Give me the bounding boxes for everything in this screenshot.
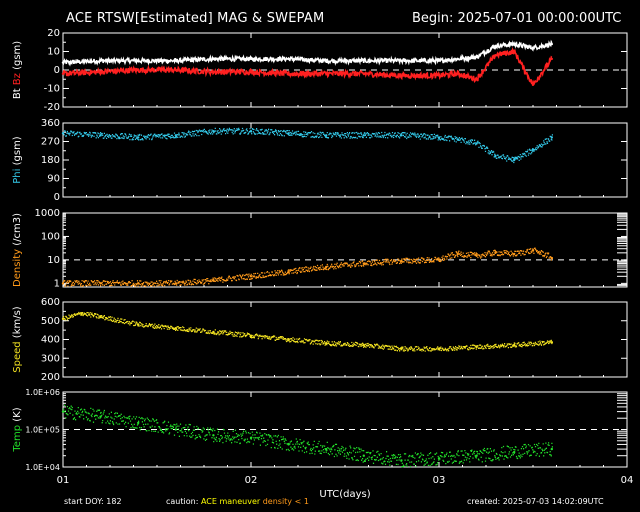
series-density bbox=[61, 247, 553, 287]
series-trace bbox=[62, 39, 553, 67]
y-axis-label-unit: (/cm3) bbox=[12, 213, 23, 246]
caution-density: density < 1 bbox=[262, 497, 309, 506]
data-point bbox=[61, 282, 65, 285]
y-axis-label-unit: (gsm) bbox=[12, 136, 23, 165]
y-axis-label-part: Bz bbox=[12, 73, 23, 88]
caution-label: caution: bbox=[166, 497, 199, 506]
series-bt bbox=[61, 39, 553, 67]
series-layer bbox=[61, 39, 553, 468]
y-tick-label: 400 bbox=[41, 335, 60, 346]
y-tick-label: 10 bbox=[47, 255, 60, 266]
series-trace bbox=[63, 247, 553, 287]
panel-frame bbox=[62, 212, 628, 288]
data-point bbox=[99, 415, 102, 418]
y-tick-label: 0 bbox=[54, 192, 60, 203]
y-tick-label: 180 bbox=[41, 155, 60, 166]
y-tick-label: 0 bbox=[54, 65, 60, 76]
y-axis-label-part: Bt bbox=[12, 88, 23, 99]
data-point bbox=[475, 454, 478, 457]
plot-title: ACE RTSW[Estimated] MAG & SWEPAM bbox=[66, 11, 325, 26]
y-axis-label-name: Temp bbox=[12, 422, 23, 453]
x-tick-label: 03 bbox=[433, 475, 446, 486]
begin-time: Begin: 2025-07-01 00:00:00UTC bbox=[412, 11, 622, 26]
y-tick-label: -10 bbox=[44, 84, 60, 95]
series-trace bbox=[62, 46, 553, 86]
y-axis-label-name: Speed bbox=[12, 338, 23, 373]
panel-frame bbox=[62, 391, 628, 468]
caution-note: caution: ACE maneuver density < 1 bbox=[166, 497, 309, 506]
x-axis-label: UTC(days) bbox=[319, 489, 370, 500]
x-tick-label: 04 bbox=[621, 475, 634, 486]
panel-frame bbox=[62, 301, 628, 378]
data-point bbox=[456, 252, 459, 256]
y-tick-label: 1 bbox=[54, 278, 60, 289]
y-tick-label: 1.0E+04 bbox=[25, 463, 60, 472]
series-trace bbox=[63, 311, 553, 352]
panel-density: 1000 100 10 1 Density (/cm3) bbox=[12, 208, 628, 289]
y-axis-label-unit: (K) bbox=[12, 407, 23, 421]
panel-bt-bz: 20 10 0 -10 -20 Bt Bz (gsm) bbox=[12, 28, 628, 113]
y-tick-label: 1.0E+06 bbox=[25, 388, 60, 397]
y-tick-label: -20 bbox=[44, 102, 60, 113]
start-doy: start DOY: 182 bbox=[64, 497, 122, 506]
y-axis-label: Temp (K) bbox=[12, 407, 23, 452]
data-point bbox=[212, 434, 215, 437]
series-trace bbox=[63, 127, 553, 164]
y-axis-label-name: Phi bbox=[12, 165, 23, 183]
y-tick-label: 10 bbox=[47, 47, 60, 58]
y-axis-label: Phi (gsm) bbox=[12, 136, 23, 184]
series-speed bbox=[61, 311, 553, 352]
panel-temp: 1.0E+06 1.0E+05 1.0E+04 Temp (K) 01 02 03 04 UTC… bbox=[12, 388, 633, 500]
series-trace bbox=[63, 404, 553, 468]
y-tick-label: 1000 bbox=[35, 208, 60, 219]
panel-phi: 360 270 180 90 0 Phi (gsm) bbox=[12, 118, 628, 203]
y-tick-label: 20 bbox=[47, 28, 60, 39]
created-time: created: 2025-07-03 14:02:09UTC bbox=[467, 497, 604, 506]
y-axis-label: Density (/cm3) bbox=[12, 213, 23, 287]
y-tick-label: 500 bbox=[41, 316, 60, 327]
panel-speed: 600 500 400 300 200 Speed (km/s) bbox=[12, 297, 628, 383]
y-tick-label: 100 bbox=[41, 231, 60, 242]
data-point bbox=[137, 136, 140, 139]
y-tick-label: 90 bbox=[47, 174, 60, 185]
y-axis-label: Bt Bz (gsm) bbox=[12, 41, 23, 99]
y-axis-label: Speed (km/s) bbox=[12, 306, 23, 373]
y-tick-label: 200 bbox=[41, 372, 60, 383]
y-tick-label: 300 bbox=[41, 353, 60, 364]
y-tick-label: 270 bbox=[41, 137, 60, 148]
series-phi bbox=[61, 127, 553, 164]
series-bz bbox=[61, 46, 553, 87]
y-tick-label: 360 bbox=[41, 118, 60, 129]
x-tick-label: 01 bbox=[57, 475, 70, 486]
series-temp bbox=[61, 404, 553, 468]
x-tick-label: 02 bbox=[245, 475, 258, 486]
data-point bbox=[475, 254, 478, 257]
data-point bbox=[174, 134, 177, 137]
y-axis-label-name: Density bbox=[12, 246, 23, 287]
data-point bbox=[362, 454, 365, 457]
y-axis-label-unit: (km/s) bbox=[12, 306, 23, 338]
data-point bbox=[550, 447, 553, 451]
y-axis-label-part: (gsm) bbox=[12, 41, 23, 73]
y-tick-label: 600 bbox=[41, 297, 60, 308]
y-tick-label: 1.0E+05 bbox=[25, 426, 60, 435]
caution-maneuver: ACE maneuver bbox=[200, 497, 261, 506]
